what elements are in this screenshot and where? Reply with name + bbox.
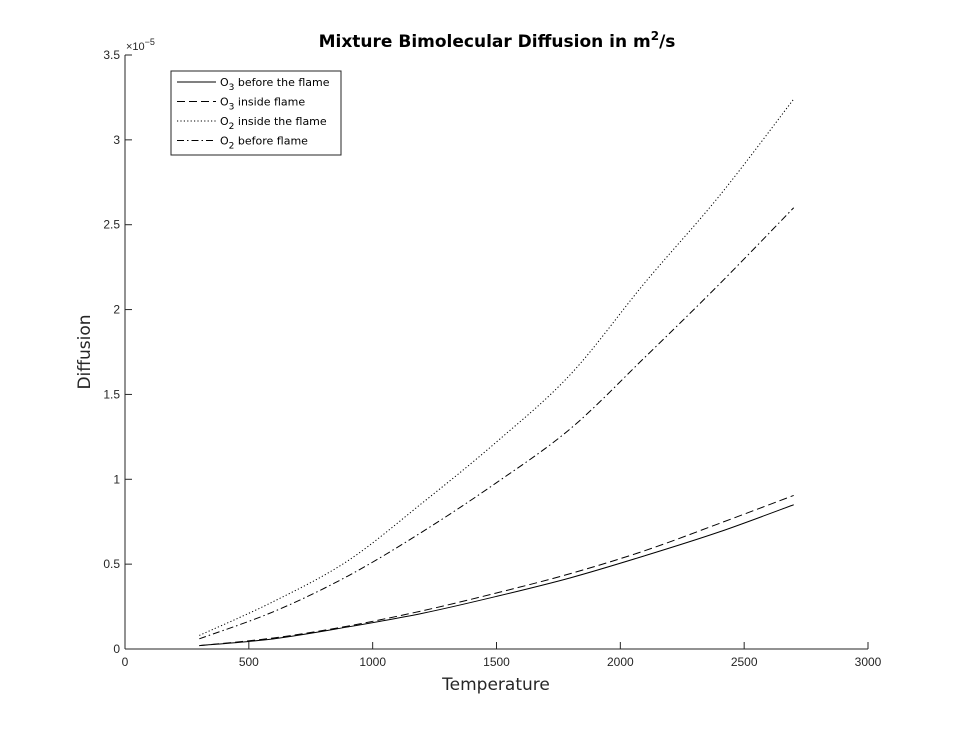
y-tick-label: 0.5 xyxy=(103,557,120,571)
y-axis-title: Diffusion xyxy=(75,314,95,389)
x-tick-label: 2500 xyxy=(731,655,758,669)
chart-title-prefix: Mixture Bimolecular Diffusion in m xyxy=(319,32,651,52)
y-axis-multiplier-base: ×10 xyxy=(126,41,145,53)
legend: O3 before the flame O3 inside flame O2 ins… xyxy=(170,70,342,156)
x-tick-label: 500 xyxy=(239,655,259,669)
y-tick-label: 2.5 xyxy=(103,218,120,232)
series-line-3 xyxy=(199,98,795,636)
axes: 0 500 1000 1500 2000 2500 3000 0 0.5 1 1.5 2 2.5 3 3.5 xyxy=(103,48,881,669)
x-tick-label: 0 xyxy=(122,655,129,669)
y-tick-label: 1 xyxy=(113,472,120,486)
series-lines xyxy=(199,98,795,647)
x-axis-title: Temperature xyxy=(441,675,550,695)
y-tick-label: 3.5 xyxy=(103,48,120,62)
legend-box xyxy=(170,70,342,156)
y-tick-label: 1.5 xyxy=(103,387,120,401)
chart-title-superscript: 2 xyxy=(651,29,659,43)
x-tick-label: 1000 xyxy=(359,655,386,669)
y-axis-multiplier-exponent: −5 xyxy=(145,37,155,47)
chart-title-suffix: /s xyxy=(659,32,675,52)
chart-title: Mixture Bimolecular Diffusion in m2/s xyxy=(319,29,676,52)
legend-label-2: O3 inside flame xyxy=(220,96,305,113)
series-line-4 xyxy=(199,207,795,640)
legend-label-3: O2 inside the flame xyxy=(220,115,327,132)
x-tick-label: 2000 xyxy=(607,655,634,669)
legend-label-1: O3 before the flame xyxy=(220,76,330,93)
x-tick-label: 3000 xyxy=(855,655,882,669)
series-line-1 xyxy=(199,504,794,647)
y-tick-label: 2 xyxy=(113,303,120,317)
y-tick-label: 0 xyxy=(113,642,120,656)
y-axis-multiplier: ×10−5 xyxy=(126,37,155,53)
y-tick-label: 3 xyxy=(113,133,120,147)
legend-label-4: O2 before flame xyxy=(220,135,308,152)
x-tick-label: 1500 xyxy=(483,655,510,669)
series-line-2 xyxy=(199,494,794,647)
